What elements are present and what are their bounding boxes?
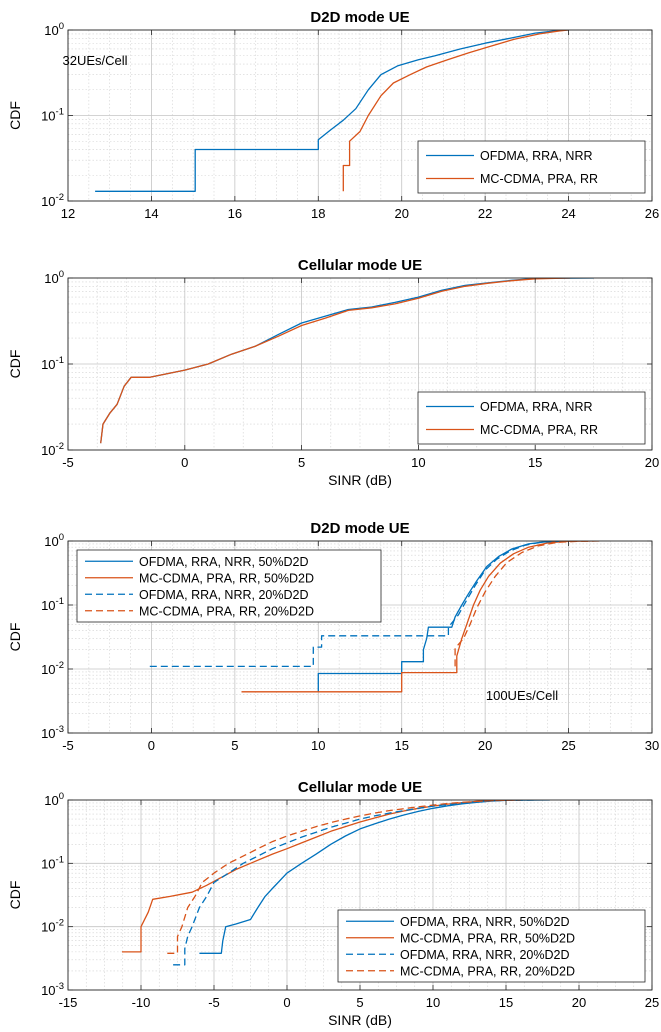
- y-tick-label: 10-3: [41, 724, 64, 741]
- x-tick-label: 16: [228, 206, 242, 221]
- chart-2: -5 0 5 10 15 20 10-2 10-1 100 Cellular mode UE CDF…: [7, 257, 659, 488]
- y-tick-label: 10-1: [41, 355, 64, 372]
- series-line-4: [454, 541, 602, 667]
- series-line-1: [317, 541, 561, 692]
- legend: OFDMA, RRA, NRR MC-CDMA, PRA, RR: [417, 140, 646, 194]
- legend-box: [337, 909, 646, 983]
- x-tick-label: -5: [208, 995, 220, 1010]
- y-tick-label: 100: [44, 791, 64, 808]
- chart-title: Cellular mode UE: [298, 257, 422, 274]
- x-axis-label: SINR (dB): [328, 472, 392, 488]
- legend-label: MC-CDMA, PRA, RR: [480, 172, 598, 186]
- legend-label: MC-CDMA, PRA, RR, 20%D2D: [400, 964, 575, 978]
- chart-title: D2D mode UE: [310, 520, 409, 537]
- series-group: [122, 800, 550, 966]
- x-tick-label: 10: [311, 738, 325, 753]
- x-tick-label: 5: [356, 995, 363, 1010]
- series-group: [149, 541, 602, 693]
- x-axis-label: SINR (dB): [328, 1012, 392, 1028]
- series-line-2: [100, 278, 571, 444]
- series-group: [100, 278, 594, 444]
- x-tick-label: 10: [426, 995, 440, 1010]
- x-tick-label: 0: [148, 738, 155, 753]
- series-group: [95, 30, 569, 192]
- y-axis-label: CDF: [7, 623, 23, 652]
- x-tick-label: 20: [572, 995, 586, 1010]
- legend: OFDMA, RRA, NRR MC-CDMA, PRA, RR: [417, 391, 646, 445]
- axes-box: [67, 540, 653, 734]
- y-tick-label: 100: [44, 21, 64, 38]
- x-tick-label: 30: [645, 738, 659, 753]
- series-line-2: [342, 30, 569, 192]
- y-tick-label: 10-1: [41, 596, 64, 613]
- legend-label: OFDMA, RRA, NRR, 50%D2D: [400, 915, 569, 929]
- legend-label: OFDMA, RRA, NRR: [480, 400, 593, 414]
- legend-label: MC-CDMA, PRA, RR, 20%D2D: [139, 604, 314, 618]
- x-tick-label: 20: [478, 738, 492, 753]
- x-tick-label: 26: [645, 206, 659, 221]
- series-line-2: [241, 541, 594, 693]
- y-axis-label: CDF: [7, 350, 23, 379]
- legend: OFDMA, RRA, NRR, 50%D2D MC-CDMA, PRA, RR,…: [76, 549, 382, 623]
- x-tick-label: 14: [144, 206, 158, 221]
- legend-label: OFDMA, RRA, NRR, 20%D2D: [400, 948, 569, 962]
- legend-box: [417, 391, 646, 445]
- x-tick-label: 20: [394, 206, 408, 221]
- x-tick-label: 10: [411, 455, 425, 470]
- y-tick-label: 10-1: [41, 107, 64, 124]
- chart-1: 12 14 16 18 20 22 24 26 10-2 10-1 100 D2D mode UE CD…: [7, 9, 659, 221]
- x-tick-label: 25: [561, 738, 575, 753]
- x-tick-label: 22: [478, 206, 492, 221]
- x-tick-label: 5: [298, 455, 305, 470]
- x-tick-label: -5: [62, 455, 74, 470]
- chart-4: -15 -10 -5 0 5 10 15 20 25 10-3 10-2 10-1 100 Cellula…: [7, 779, 659, 1028]
- legend-label: OFDMA, RRA, NRR: [480, 149, 593, 163]
- legend-label: MC-CDMA, PRA, RR: [480, 423, 598, 437]
- x-tick-label: 15: [528, 455, 542, 470]
- annotation-text: 100UEs/Cell: [486, 688, 558, 703]
- series-line-3: [149, 541, 566, 668]
- legend-box: [76, 549, 382, 623]
- x-tick-label: 24: [561, 206, 575, 221]
- legend-label: OFDMA, RRA, NRR, 50%D2D: [139, 555, 308, 569]
- x-tick-label: 18: [311, 206, 325, 221]
- y-tick-label: 10-2: [41, 192, 64, 209]
- x-tick-label: 15: [499, 995, 513, 1010]
- chart-title: D2D mode UE: [310, 9, 409, 26]
- x-tick-label: 20: [645, 455, 659, 470]
- annotation-text: 32UEs/Cell: [62, 53, 127, 68]
- x-tick-label: 0: [181, 455, 188, 470]
- series-line-1: [95, 30, 569, 192]
- x-tick-label: -10: [132, 995, 151, 1010]
- x-tick-label: 5: [231, 738, 238, 753]
- x-tick-label: -5: [62, 738, 74, 753]
- y-tick-label: 100: [44, 532, 64, 549]
- y-tick-label: 10-2: [41, 918, 64, 935]
- y-tick-label: 10-2: [41, 660, 64, 677]
- legend-label: OFDMA, RRA, NRR, 20%D2D: [139, 588, 308, 602]
- y-axis-label: CDF: [7, 881, 23, 910]
- series-line-3: [173, 800, 536, 966]
- chart-3: -5 0 5 10 15 20 25 30 10-3 10-2 10-1 100 D2D mode UE…: [7, 520, 659, 753]
- legend-label: MC-CDMA, PRA, RR, 50%D2D: [400, 931, 575, 945]
- chart-title: Cellular mode UE: [298, 779, 422, 796]
- y-tick-label: 10-3: [41, 981, 64, 998]
- legend-box: [417, 140, 646, 194]
- y-tick-label: 100: [44, 269, 64, 286]
- y-tick-label: 10-2: [41, 441, 64, 458]
- y-tick-label: 10-1: [41, 854, 64, 871]
- x-tick-label: 12: [61, 206, 75, 221]
- x-tick-label: 25: [645, 995, 659, 1010]
- x-tick-label: 15: [394, 738, 408, 753]
- y-axis-label: CDF: [7, 101, 23, 130]
- x-tick-label: -15: [59, 995, 78, 1010]
- legend: OFDMA, RRA, NRR, 50%D2D MC-CDMA, PRA, RR,…: [337, 909, 646, 983]
- series-line-1: [199, 800, 550, 954]
- legend-label: MC-CDMA, PRA, RR, 50%D2D: [139, 571, 314, 585]
- x-tick-label: 0: [283, 995, 290, 1010]
